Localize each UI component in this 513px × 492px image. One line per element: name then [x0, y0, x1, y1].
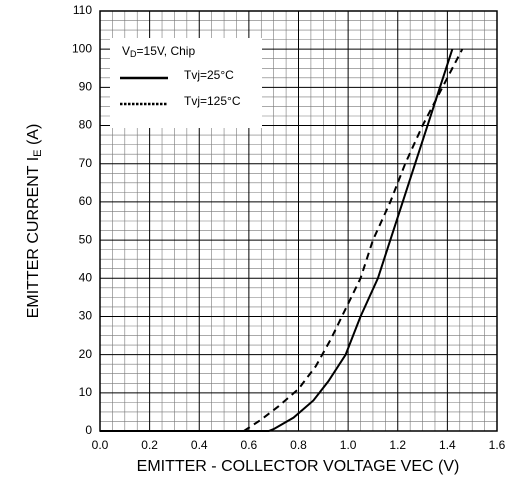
y-label-main: EMITTER CURRENT I: [25, 157, 42, 318]
x-tick-label: 1.6: [489, 438, 506, 452]
y-tick-label: 20: [79, 347, 93, 361]
x-tick-label: 0.6: [241, 438, 258, 452]
x-tick-label: 0.2: [141, 438, 158, 452]
legend-box: [110, 38, 262, 128]
legend-label: Tvj=25°C: [184, 68, 234, 82]
legend-title-part: =15V, Chip: [137, 44, 196, 58]
x-tick-label: 1.2: [389, 438, 406, 452]
y-tick-label: 90: [79, 80, 93, 94]
y-tick-label: 100: [72, 41, 92, 55]
y-tick-label: 60: [79, 194, 93, 208]
series-line: [243, 48, 464, 432]
y-tick-label: 10: [79, 385, 93, 399]
series-line: [100, 48, 454, 432]
x-tick-label: 1.4: [439, 438, 456, 452]
legend-title-part: D: [130, 49, 137, 59]
x-tick-label: 0.4: [191, 438, 208, 452]
y-tick-label: 70: [79, 156, 93, 170]
plot-frame: [99, 10, 498, 432]
x-axis-label: EMITTER - COLLECTOR VOLTAGE VEC (V): [137, 458, 460, 475]
y-tick-label: 30: [79, 309, 93, 323]
y-label-suffix: (A): [25, 124, 42, 150]
y-tick-label: 110: [73, 3, 92, 17]
y-tick-label: 50: [79, 232, 93, 246]
x-tick-label: 0.0: [92, 438, 109, 452]
x-tick-label: 1.0: [340, 438, 357, 452]
y-tick-label: 80: [79, 118, 93, 132]
y-axis-label: EMITTER CURRENT IE (A): [25, 124, 44, 319]
legend: VD=15V, Chip Tvj=25°C Tvj=125°C: [110, 38, 262, 128]
legend-title: VD=15V, Chip: [122, 44, 195, 59]
y-tick-label: 0: [85, 423, 92, 437]
legend-title-part: V: [122, 44, 130, 58]
x-tick-label: 0.8: [290, 438, 307, 452]
y-label-sub: E: [32, 149, 44, 156]
legend-label: Tvj=125°C: [184, 94, 241, 108]
y-tick-label: 40: [79, 270, 93, 284]
